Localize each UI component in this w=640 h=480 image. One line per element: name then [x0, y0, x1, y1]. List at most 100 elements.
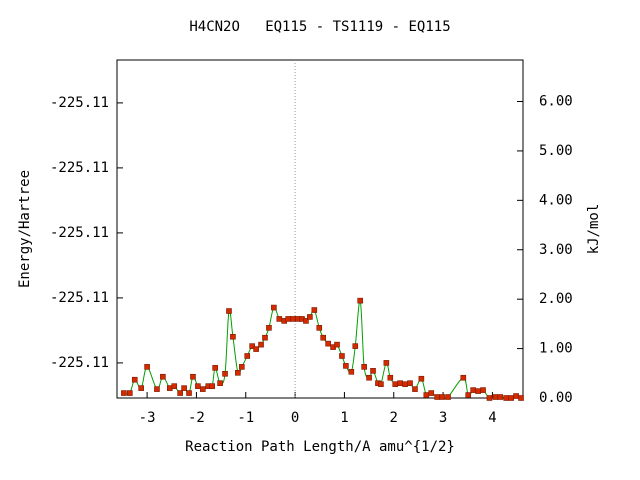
data-point — [508, 395, 514, 401]
y-tick-label: -225.11 — [50, 95, 109, 111]
data-point — [307, 314, 313, 320]
data-point — [230, 333, 236, 340]
data-point — [121, 390, 127, 396]
y2-tick-label: 1.00 — [539, 341, 573, 357]
data-point — [244, 353, 251, 359]
data-point — [177, 390, 183, 396]
y-tick-label: -225.11 — [50, 355, 109, 371]
data-point — [418, 375, 425, 382]
y-tick-label: -225.11 — [50, 225, 109, 241]
x-tick-label: 3 — [439, 410, 447, 426]
data-point — [285, 316, 291, 322]
data-point — [190, 373, 196, 380]
data-point — [127, 390, 133, 396]
data-point — [370, 368, 376, 374]
data-point — [181, 385, 187, 391]
data-point — [513, 393, 519, 399]
data-point — [311, 307, 318, 313]
data-point — [383, 360, 390, 366]
data-point — [316, 325, 323, 331]
x-tick-label: -2 — [188, 410, 205, 426]
data-point — [361, 364, 367, 370]
data-point — [397, 380, 403, 386]
x-tick-label: 4 — [488, 410, 496, 426]
data-point — [212, 365, 218, 371]
y2-tick-label: 3.00 — [539, 242, 573, 258]
data-point — [428, 390, 435, 396]
data-point — [144, 364, 150, 370]
data-point — [249, 343, 255, 349]
data-point — [339, 353, 345, 359]
y-tick-label: -225.11 — [50, 290, 109, 306]
x-tick-label: -3 — [139, 410, 156, 426]
data-point — [352, 343, 359, 349]
y2-tick-label: 0.00 — [539, 390, 573, 406]
data-point — [290, 316, 296, 322]
y2-tick-label: 4.00 — [539, 192, 573, 208]
data-point — [239, 364, 245, 370]
data-point — [325, 340, 331, 347]
y2-axis-label: kJ/mol — [586, 204, 602, 255]
data-point — [320, 334, 327, 341]
data-point — [334, 341, 340, 348]
data-point — [378, 381, 384, 387]
y2-tick-label: 6.00 — [539, 94, 573, 110]
data-point — [503, 395, 510, 401]
x-tick-label: 2 — [390, 410, 398, 426]
x-axis-label: Reaction Path Length/A amu^{1/2} — [185, 439, 455, 455]
data-point — [434, 394, 440, 400]
data-point — [200, 386, 206, 392]
plot-frame — [116, 59, 524, 399]
data-point — [226, 308, 232, 314]
data-point — [222, 370, 228, 377]
data-point — [357, 297, 364, 304]
data-point — [195, 383, 201, 389]
x-tick-label: -1 — [237, 410, 254, 426]
data-point — [492, 394, 499, 400]
data-point — [439, 394, 445, 400]
data-point — [186, 390, 192, 396]
data-point — [343, 363, 349, 369]
data-point — [235, 369, 241, 376]
data-point — [271, 304, 277, 311]
data-point — [366, 374, 372, 381]
data-point — [407, 380, 413, 386]
y2-tick-label: 5.00 — [539, 143, 573, 159]
data-point — [412, 386, 418, 392]
data-point — [465, 392, 472, 398]
data-point — [402, 381, 408, 387]
data-point — [460, 374, 467, 381]
data-point — [217, 380, 223, 386]
data-point — [497, 394, 504, 400]
data-point — [258, 341, 264, 348]
data-point — [160, 373, 166, 380]
data-point — [138, 385, 144, 391]
data-point — [171, 383, 178, 389]
data-point — [266, 325, 272, 331]
data-point — [392, 381, 399, 387]
data-point — [209, 383, 216, 389]
data-point — [518, 395, 524, 401]
data-point — [480, 387, 486, 393]
chart-title: H4CN2O EQ115 - TS1119 - EQ115 — [189, 19, 450, 35]
data-point — [131, 376, 138, 383]
data-point — [470, 387, 476, 393]
y-axis-label: Energy/Hartree — [17, 170, 33, 288]
data-point — [253, 346, 259, 352]
data-point — [303, 318, 309, 324]
x-tick-label: 0 — [291, 410, 299, 426]
data-point — [262, 334, 268, 341]
data-point — [154, 386, 160, 392]
x-tick-label: 1 — [340, 410, 348, 426]
data-point — [475, 388, 481, 394]
y2-tick-label: 2.00 — [539, 291, 573, 307]
data-point — [387, 374, 394, 381]
y-tick-label: -225.11 — [50, 160, 109, 176]
data-point — [445, 394, 451, 400]
data-point — [348, 369, 355, 375]
data-point — [423, 392, 430, 398]
data-point — [276, 316, 283, 322]
data-point — [486, 395, 493, 401]
